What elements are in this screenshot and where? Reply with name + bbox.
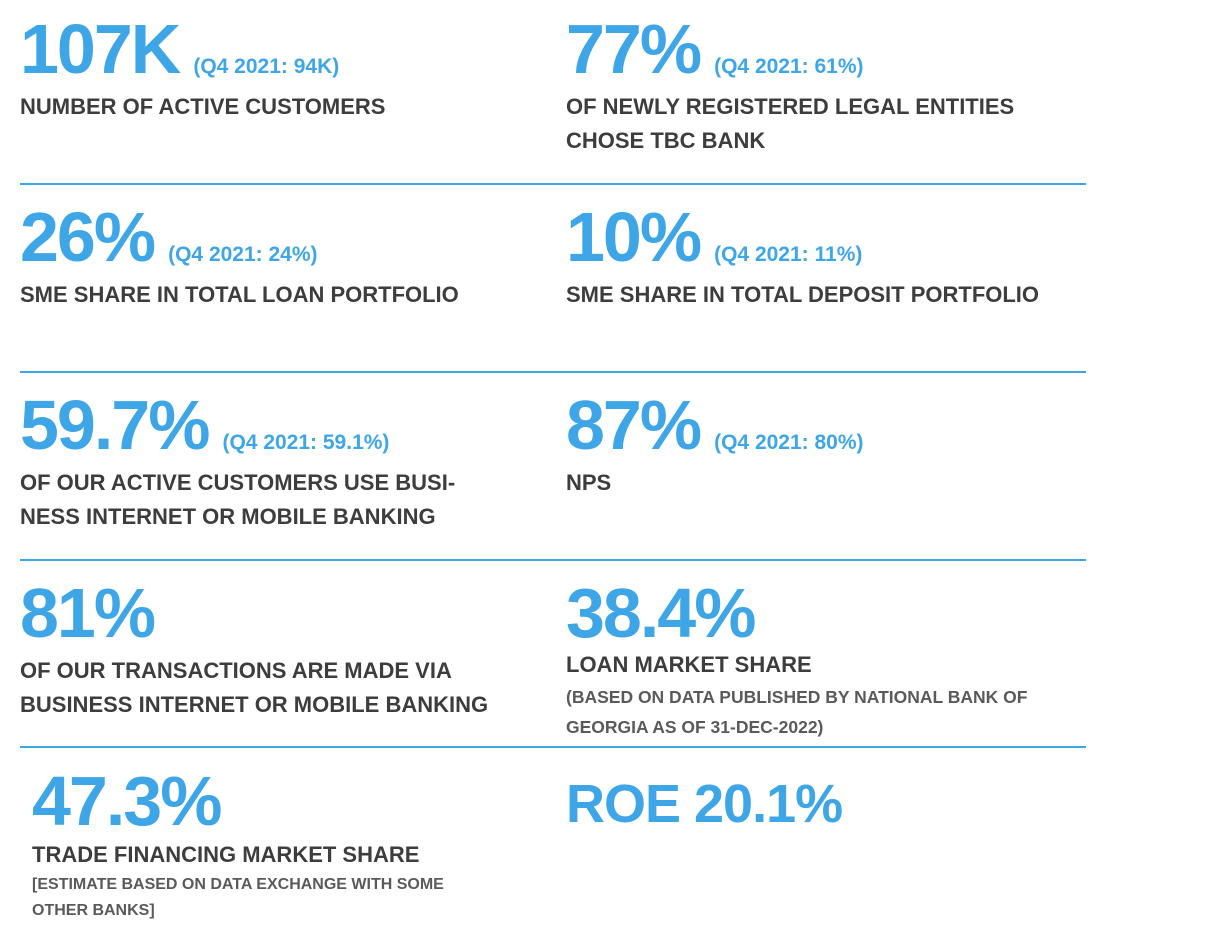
stat-label-line: NUMBER OF ACTIVE CUSTOMERS	[20, 94, 386, 119]
stat-headline: 59.7% (Q4 2021: 59.1%)	[20, 390, 455, 460]
stat-value: 59.7%	[20, 386, 210, 464]
stat-headline: 38.4%	[566, 578, 1028, 648]
stat-comparison: (Q4 2021: 59.1%)	[222, 431, 390, 454]
stat-value: 10%	[566, 198, 702, 276]
stat-headline: 26% (Q4 2021: 24%)	[20, 202, 459, 272]
stat-label: SME SHARE IN TOTAL DEPOSIT PORTFOLIO	[566, 278, 1039, 312]
stat-nps: 87% (Q4 2021: 80%) NPS	[566, 390, 864, 500]
stat-label-line: OF NEWLY REGISTERED LEGAL ENTITIES	[566, 94, 1015, 119]
stat-headline: ROE 20.1%	[566, 774, 843, 834]
section-divider	[20, 371, 1086, 373]
stat-headline: 77% (Q4 2021: 61%)	[566, 14, 1014, 84]
stat-value: 87%	[566, 386, 702, 464]
stat-value: 81%	[20, 574, 156, 652]
stat-label: OF OUR TRANSACTIONS ARE MADE VIA BUSINES…	[20, 654, 488, 722]
stat-label-line: OF OUR TRANSACTIONS ARE MADE VIA	[20, 658, 452, 683]
stat-headline: 87% (Q4 2021: 80%)	[566, 390, 864, 460]
stat-sme-deposit-share: 10% (Q4 2021: 11%) SME SHARE IN TOTAL DEP…	[566, 202, 1039, 312]
stat-headline: 10% (Q4 2021: 11%)	[566, 202, 1039, 272]
stat-digital-transactions: 81% OF OUR TRANSACTIONS ARE MADE VIA BUS…	[20, 578, 488, 722]
stat-digital-users: 59.7% (Q4 2021: 59.1%) OF OUR ACTIVE CUST…	[20, 390, 455, 534]
stat-comparison: (Q4 2021: 24%)	[168, 243, 318, 266]
stat-label: OF OUR ACTIVE CUSTOMERS USE BUSI- NESS I…	[20, 466, 455, 534]
stat-label-line: OF OUR ACTIVE CUSTOMERS USE BUSI-	[20, 470, 456, 495]
stat-loan-market-share: 38.4% LOAN MARKET SHARE (BASED ON DATA P…	[566, 578, 1028, 742]
stat-comparison: (Q4 2021: 80%)	[714, 431, 864, 454]
stat-value: 47.3%	[32, 762, 222, 840]
stat-label-line: CHOSE TBC BANK	[566, 128, 766, 153]
stat-trade-financing-share: 47.3% TRADE FINANCING MARKET SHARE [ESTI…	[32, 766, 444, 924]
stat-note-line: OTHER BANKS]	[32, 902, 155, 919]
stat-comparison: (Q4 2021: 94K)	[193, 55, 340, 78]
stat-value: 26%	[20, 198, 156, 276]
stat-label: NPS	[566, 466, 864, 500]
stat-note-line: (BASED ON DATA PUBLISHED BY NATIONAL BAN…	[566, 687, 1028, 707]
stat-label: SME SHARE IN TOTAL LOAN PORTFOLIO	[20, 278, 459, 312]
stat-label-line: LOAN MARKET SHARE	[566, 652, 812, 677]
stat-value: 38.4%	[566, 574, 756, 652]
stat-active-customers: 107K (Q4 2021: 94K) NUMBER OF ACTIVE CUST…	[20, 14, 385, 124]
stat-comparison: (Q4 2021: 61%)	[714, 55, 864, 78]
stat-label-line: SME SHARE IN TOTAL DEPOSIT PORTFOLIO	[566, 282, 1040, 307]
stat-headline: 47.3%	[32, 766, 444, 836]
stat-headline: 81%	[20, 578, 488, 648]
stat-note: [ESTIMATE BASED ON DATA EXCHANGE WITH SO…	[32, 872, 444, 924]
stat-label-line: BUSINESS INTERNET OR MOBILE BANKING	[20, 692, 489, 717]
stat-note: (BASED ON DATA PUBLISHED BY NATIONAL BAN…	[566, 682, 1028, 742]
stat-new-legal-entities: 77% (Q4 2021: 61%) OF NEWLY REGISTERED LE…	[566, 14, 1014, 158]
section-divider	[20, 559, 1086, 561]
stat-note-line: GEORGIA AS OF 31-DEC-2022)	[566, 717, 824, 737]
stat-comparison: (Q4 2021: 11%)	[714, 243, 863, 266]
section-divider	[20, 183, 1086, 185]
section-divider	[20, 746, 1086, 748]
stat-label-line: NESS INTERNET OR MOBILE BANKING	[20, 504, 436, 529]
stat-label: LOAN MARKET SHARE	[566, 648, 1028, 682]
stat-label-line: NPS	[566, 470, 612, 495]
stat-note-line: [ESTIMATE BASED ON DATA EXCHANGE WITH SO…	[32, 876, 444, 893]
stat-label-line: SME SHARE IN TOTAL LOAN PORTFOLIO	[20, 282, 459, 307]
stat-label: TRADE FINANCING MARKET SHARE	[32, 838, 444, 872]
stat-value: 107K	[20, 10, 181, 88]
stat-label: OF NEWLY REGISTERED LEGAL ENTITIES CHOSE…	[566, 90, 1014, 158]
stat-value: 77%	[566, 10, 702, 88]
stat-label-line: TRADE FINANCING MARKET SHARE	[32, 842, 420, 867]
stat-sme-loan-share: 26% (Q4 2021: 24%) SME SHARE IN TOTAL LOA…	[20, 202, 459, 312]
stat-roe: ROE 20.1%	[566, 774, 843, 834]
stat-headline: 107K (Q4 2021: 94K)	[20, 14, 385, 84]
stat-label: NUMBER OF ACTIVE CUSTOMERS	[20, 90, 385, 124]
stat-value: ROE 20.1%	[566, 774, 843, 834]
